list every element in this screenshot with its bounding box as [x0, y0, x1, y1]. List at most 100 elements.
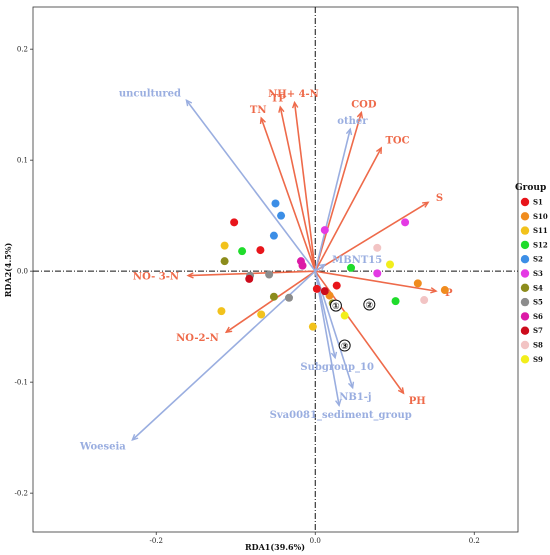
circled-labels: ① ② ③	[329, 298, 376, 352]
legend-label: S4	[533, 283, 543, 292]
env-arrow-label: PH	[409, 396, 426, 407]
point-s2	[277, 211, 286, 220]
point-s3	[401, 218, 410, 227]
legend-item-s8: S8	[520, 340, 543, 350]
point-s3	[373, 269, 382, 278]
legend-label: S12	[533, 240, 548, 249]
legend-swatch	[520, 283, 530, 292]
env-arrow-line	[315, 270, 437, 292]
env-arrow-label: TOC	[385, 136, 409, 147]
species-arrow-line	[314, 271, 340, 406]
point-s11	[257, 310, 266, 319]
species-arrow-head	[347, 381, 355, 390]
point-s3	[320, 226, 329, 235]
point-s1	[312, 284, 321, 293]
legend-swatch	[520, 355, 530, 364]
env-arrow-label: NO-2-N	[176, 333, 219, 344]
legend-item-s6: S6	[520, 312, 543, 321]
legend-swatch	[520, 326, 530, 335]
legend-label: S9	[533, 355, 543, 364]
point-s2	[271, 199, 280, 208]
circled-label-text: ①	[332, 302, 340, 312]
legend-swatch	[520, 226, 530, 235]
y-tick-label: 0.0	[17, 268, 28, 276]
env-arrow-line	[260, 117, 317, 272]
point-s1	[230, 218, 239, 227]
env-arrow-head	[224, 326, 233, 334]
y-tick-label: 0.2	[17, 46, 28, 54]
env-arrow-line	[225, 270, 316, 333]
circled-label-text: ②	[366, 301, 374, 311]
env-arrow-head	[278, 105, 285, 113]
env-arrow-head	[430, 287, 438, 294]
species-arrow-head	[318, 263, 327, 271]
legend-swatch	[520, 212, 530, 221]
legend-label: S8	[533, 341, 543, 350]
env-arrow-line	[314, 201, 429, 272]
legend-item-s11: S11	[520, 226, 548, 235]
species-arrow-head	[335, 399, 342, 408]
species-arrow-label: uncultured	[119, 89, 181, 100]
circled-label-ring	[363, 298, 376, 311]
legend-label: S7	[533, 326, 543, 335]
species-arrow-head	[131, 434, 139, 441]
species-arrow-woeseia: Woeseia	[79, 270, 316, 452]
species-arrow-label: NB1-j	[339, 392, 371, 403]
env-arrow-head	[397, 387, 405, 395]
env-arrow-tn: TN	[250, 105, 317, 272]
legend-title: Group	[515, 183, 546, 193]
legend-item-s7: S7	[520, 326, 543, 335]
env-arrow-line	[314, 270, 405, 394]
legend-swatch	[520, 340, 530, 350]
legend-label: S5	[533, 298, 543, 307]
legend-item-s10: S10	[520, 212, 548, 221]
species-arrow-mbnt15: MBNT15	[314, 255, 382, 272]
env-arrow-label: NH+ 4-N	[268, 89, 319, 100]
species-arrow-sva0081-sediment-group: Sva0081_sediment_group	[270, 271, 412, 421]
env-arrow-label: S	[436, 193, 443, 204]
point-s7	[320, 287, 329, 296]
point-s7	[245, 274, 254, 283]
env-arrow-no-2-n: NO-2-N	[176, 270, 316, 344]
point-s2	[269, 231, 278, 240]
plot-frame	[32, 6, 519, 533]
x-tick-label: 0.0	[310, 537, 321, 545]
species-arrow-line	[185, 99, 316, 272]
legend-item-s9: S9	[520, 355, 543, 364]
point-s6	[298, 261, 307, 270]
env-arrow-ph: PH	[314, 270, 426, 407]
axis-ticks: -0.2 0.0 0.2 -0.2 -0.1 0.0 0.1 0.2	[15, 46, 480, 545]
x-axis-title: RDA1(39.6%)	[245, 542, 305, 552]
legend-label: S6	[533, 312, 543, 321]
point-s11	[220, 241, 229, 250]
env-arrow-s: S	[314, 193, 443, 272]
env-arrow-head	[422, 201, 430, 208]
env-arrow-head	[291, 100, 299, 109]
point-s9	[385, 260, 394, 269]
env-arrow-p: P	[315, 270, 453, 299]
legend: Group S1 S10 S11 S12 S2 S3 S4 S5 S6 S7 S8 S9	[515, 183, 548, 364]
point-s10	[413, 279, 422, 288]
point-s4	[220, 257, 229, 266]
point-s12	[347, 263, 356, 272]
y-tick-label: 0.1	[17, 157, 28, 165]
sample-points	[217, 199, 449, 331]
species-arrow-label: Subgroup_10	[300, 362, 374, 373]
legend-item-s5: S5	[520, 298, 543, 307]
env-arrow-label: TN	[250, 105, 267, 116]
env-arrow-line	[314, 112, 363, 272]
y-tick-label: -0.2	[15, 490, 29, 498]
species-arrow-head	[345, 127, 353, 136]
legend-label: S2	[533, 255, 543, 264]
env-arrow-tp: TP	[271, 94, 317, 272]
point-s8	[420, 296, 429, 305]
env-arrow-toc: TOC	[314, 136, 410, 272]
legend-swatch	[520, 240, 530, 250]
env-arrow-label: NO- 3-N	[133, 271, 179, 282]
legend-label: S3	[533, 269, 543, 278]
env-arrow-line	[314, 147, 382, 272]
circled-label-text: ③	[341, 342, 349, 352]
point-s12	[391, 297, 400, 306]
point-s5	[265, 270, 274, 279]
